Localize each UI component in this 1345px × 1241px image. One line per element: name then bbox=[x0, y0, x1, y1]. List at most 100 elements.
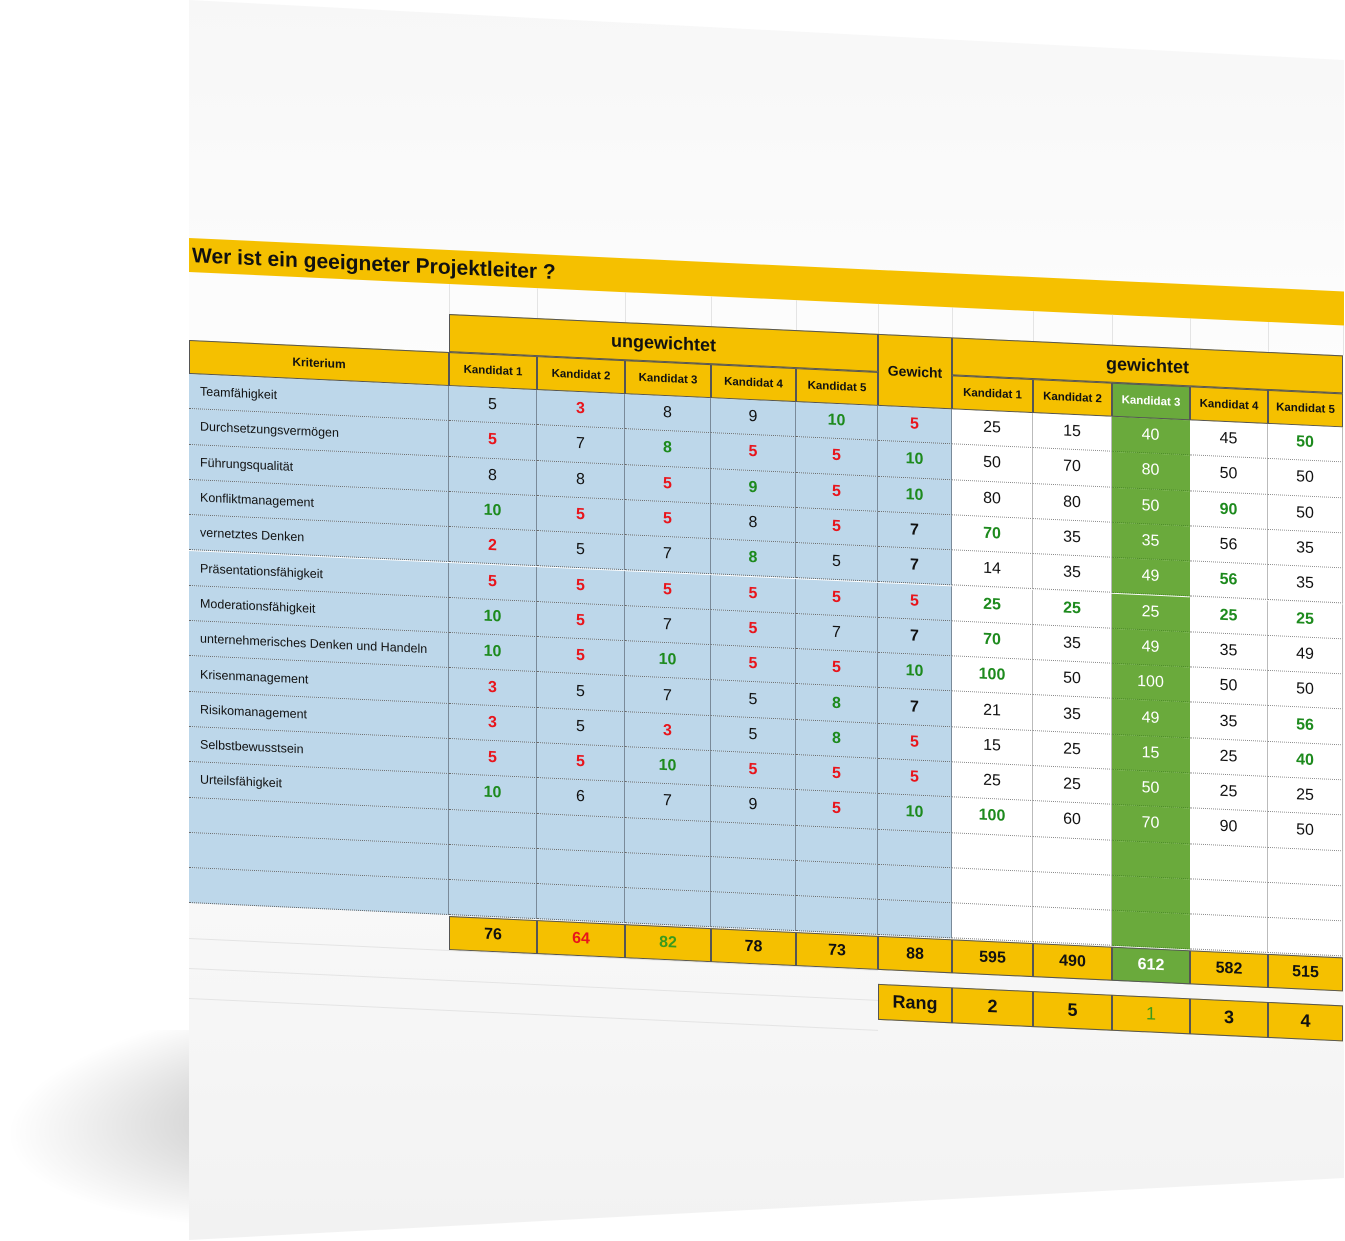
weight-cell[interactable]: 10 bbox=[878, 441, 952, 480]
rank-candidate-1: 2 bbox=[952, 986, 1033, 1027]
score-cell[interactable] bbox=[796, 825, 878, 865]
score-cell[interactable] bbox=[449, 880, 537, 920]
score-cell[interactable]: 5 bbox=[711, 645, 796, 685]
score-cell[interactable]: 8 bbox=[625, 394, 711, 434]
score-cell[interactable]: 5 bbox=[711, 433, 796, 473]
score-cell[interactable]: 2 bbox=[449, 527, 537, 567]
score-cell[interactable] bbox=[625, 853, 711, 893]
score-cell[interactable] bbox=[625, 817, 711, 858]
score-cell[interactable]: 5 bbox=[537, 531, 625, 571]
score-cell[interactable] bbox=[449, 809, 537, 849]
score-cell[interactable]: 9 bbox=[711, 398, 796, 438]
score-cell[interactable]: 5 bbox=[537, 672, 625, 712]
score-cell[interactable] bbox=[625, 888, 711, 928]
score-cell[interactable]: 5 bbox=[625, 500, 711, 540]
gridline bbox=[1268, 321, 1269, 352]
score-cell[interactable]: 10 bbox=[796, 402, 878, 442]
weight-cell[interactable]: 10 bbox=[878, 476, 952, 516]
score-cell[interactable]: 10 bbox=[625, 641, 711, 681]
total-weighted-3: 612 bbox=[1112, 946, 1190, 984]
score-cell[interactable]: 5 bbox=[625, 464, 711, 505]
score-cell[interactable]: 8 bbox=[796, 719, 878, 759]
score-cell[interactable] bbox=[537, 813, 625, 854]
weight-cell[interactable] bbox=[878, 829, 952, 869]
weighted-cell bbox=[1190, 879, 1268, 919]
gridline bbox=[625, 292, 626, 323]
score-cell[interactable] bbox=[796, 896, 878, 936]
score-cell[interactable]: 6 bbox=[537, 778, 625, 818]
score-cell[interactable]: 8 bbox=[537, 460, 625, 501]
score-cell[interactable]: 5 bbox=[449, 739, 537, 779]
score-cell[interactable]: 5 bbox=[537, 637, 625, 677]
weighted-cell bbox=[1190, 914, 1268, 954]
score-cell[interactable]: 8 bbox=[796, 684, 878, 724]
weight-cell[interactable]: 7 bbox=[878, 511, 952, 551]
score-cell[interactable]: 3 bbox=[449, 703, 537, 744]
score-cell[interactable]: 8 bbox=[449, 456, 537, 496]
score-cell[interactable]: 5 bbox=[537, 601, 625, 642]
score-cell[interactable]: 5 bbox=[796, 649, 878, 689]
score-cell[interactable]: 5 bbox=[796, 755, 878, 795]
score-cell[interactable] bbox=[711, 857, 796, 897]
weighted-cell bbox=[1112, 910, 1190, 950]
score-cell[interactable]: 7 bbox=[625, 676, 711, 716]
weight-cell[interactable]: 5 bbox=[878, 582, 952, 622]
weight-cell[interactable] bbox=[878, 864, 952, 904]
score-cell[interactable]: 5 bbox=[796, 578, 878, 618]
score-cell[interactable]: 3 bbox=[537, 390, 625, 430]
score-cell[interactable]: 5 bbox=[711, 715, 796, 756]
score-cell[interactable] bbox=[537, 848, 625, 889]
score-cell[interactable]: 7 bbox=[796, 613, 878, 653]
score-cell[interactable]: 10 bbox=[625, 747, 711, 787]
total-unweighted-3: 82 bbox=[625, 923, 711, 962]
score-cell[interactable]: 10 bbox=[449, 491, 537, 532]
score-cell[interactable]: 9 bbox=[711, 786, 796, 826]
total-weighted-4: 582 bbox=[1190, 949, 1268, 988]
score-cell[interactable]: 5 bbox=[449, 386, 537, 426]
score-cell[interactable]: 7 bbox=[625, 782, 711, 822]
score-cell[interactable]: 5 bbox=[796, 437, 878, 477]
score-cell[interactable]: 7 bbox=[625, 605, 711, 646]
score-cell[interactable]: 5 bbox=[625, 570, 711, 610]
weight-cell[interactable]: 5 bbox=[878, 758, 952, 798]
score-cell[interactable]: 5 bbox=[711, 751, 796, 791]
weight-cell[interactable]: 7 bbox=[878, 688, 952, 728]
score-cell[interactable]: 10 bbox=[449, 597, 537, 638]
score-cell[interactable]: 3 bbox=[449, 668, 537, 708]
score-cell[interactable]: 5 bbox=[449, 562, 537, 602]
score-cell[interactable]: 5 bbox=[537, 743, 625, 783]
weight-cell[interactable]: 10 bbox=[878, 794, 952, 833]
score-cell[interactable]: 9 bbox=[711, 468, 796, 508]
score-cell[interactable]: 10 bbox=[449, 774, 537, 814]
score-cell[interactable]: 8 bbox=[711, 504, 796, 544]
score-cell[interactable] bbox=[711, 892, 796, 932]
score-cell[interactable]: 7 bbox=[537, 425, 625, 465]
score-cell[interactable] bbox=[711, 821, 796, 861]
weight-cell[interactable]: 10 bbox=[878, 652, 952, 692]
score-cell[interactable]: 5 bbox=[796, 543, 878, 583]
score-cell[interactable]: 3 bbox=[625, 711, 711, 752]
weight-cell[interactable] bbox=[878, 900, 952, 939]
total-weighted-2: 490 bbox=[1033, 942, 1112, 981]
score-cell[interactable]: 5 bbox=[537, 707, 625, 748]
weight-cell[interactable]: 7 bbox=[878, 617, 952, 657]
weight-cell[interactable]: 5 bbox=[878, 405, 952, 445]
score-cell[interactable]: 5 bbox=[537, 495, 625, 536]
score-cell[interactable]: 5 bbox=[711, 680, 796, 720]
score-cell[interactable]: 10 bbox=[449, 633, 537, 673]
score-cell[interactable]: 8 bbox=[625, 429, 711, 469]
score-cell[interactable] bbox=[537, 884, 625, 924]
score-cell[interactable]: 5 bbox=[796, 507, 878, 548]
score-cell[interactable] bbox=[449, 844, 537, 885]
score-cell[interactable]: 8 bbox=[711, 539, 796, 579]
weight-cell[interactable]: 7 bbox=[878, 547, 952, 586]
weight-cell[interactable]: 5 bbox=[878, 723, 952, 763]
score-cell[interactable]: 5 bbox=[711, 609, 796, 650]
score-cell[interactable]: 5 bbox=[449, 421, 537, 461]
score-cell[interactable]: 5 bbox=[796, 790, 878, 830]
score-cell[interactable] bbox=[796, 860, 878, 901]
score-cell[interactable]: 5 bbox=[537, 566, 625, 606]
score-cell[interactable]: 7 bbox=[625, 535, 711, 575]
score-cell[interactable]: 5 bbox=[711, 574, 796, 614]
score-cell[interactable]: 5 bbox=[796, 472, 878, 512]
